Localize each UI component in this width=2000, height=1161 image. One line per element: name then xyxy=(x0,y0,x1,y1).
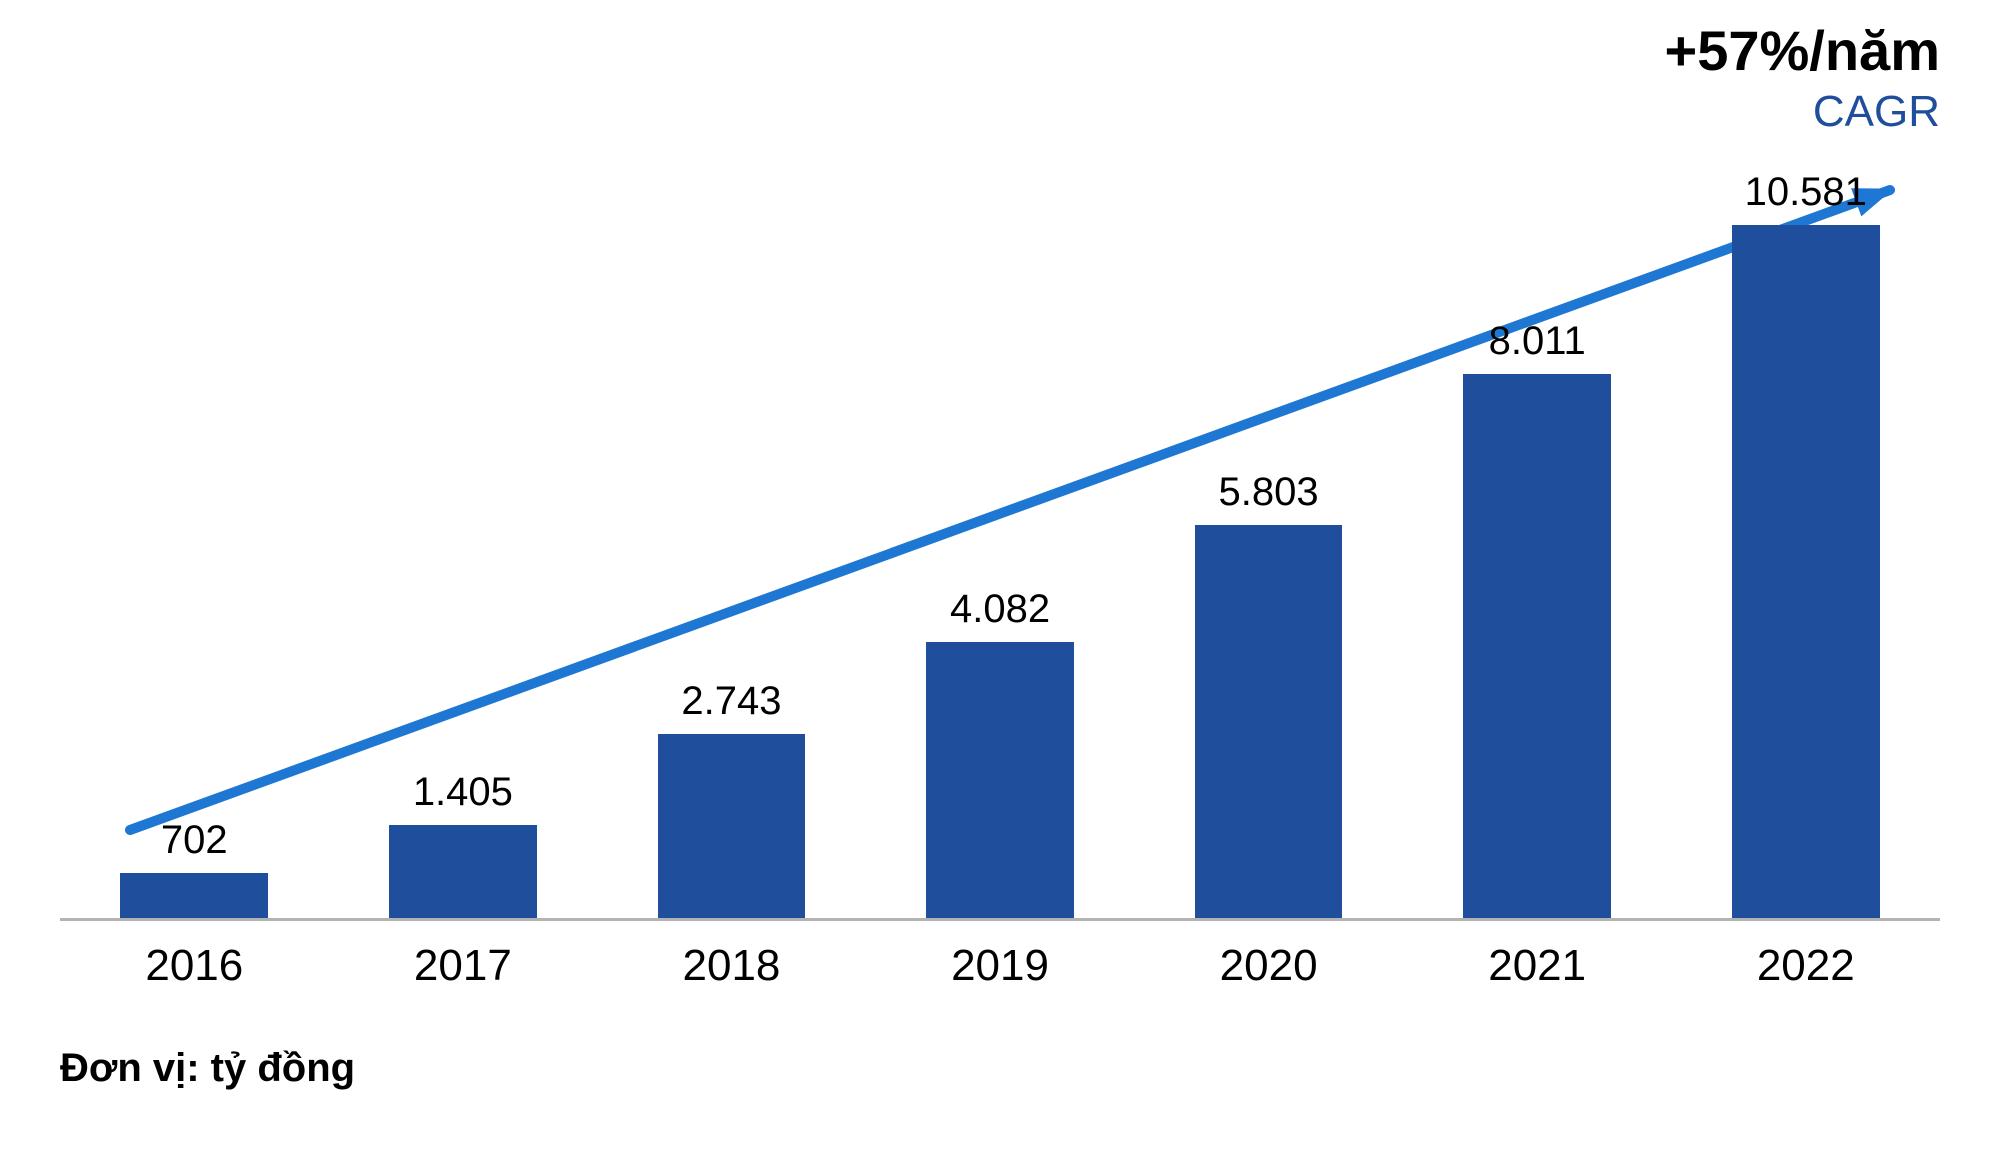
bar-value-label: 8.011 xyxy=(1489,319,1586,364)
bar xyxy=(1732,225,1880,921)
growth-headline: +57%/năm xyxy=(1665,20,1941,82)
bar-value-label: 4.082 xyxy=(950,587,1050,632)
x-axis-labels: 2016201720182019202020212022 xyxy=(60,941,1940,991)
bar-slot: 2.743 xyxy=(597,170,866,921)
growth-annotation: +57%/năm CAGR xyxy=(1665,20,1941,136)
unit-note: Đơn vị: tỷ đồng xyxy=(60,1046,355,1091)
bar xyxy=(1463,374,1611,921)
bar-slot: 10.581 xyxy=(1671,170,1940,921)
bar-slot: 702 xyxy=(60,170,329,921)
bar-slot: 8.011 xyxy=(1403,170,1672,921)
x-axis-label: 2017 xyxy=(329,941,598,991)
bars-group: 702 1.405 2.743 4.082 5.803 8.011 10.581 xyxy=(60,170,1940,921)
plot-area: 702 1.405 2.743 4.082 5.803 8.011 10.581 xyxy=(60,170,1940,921)
bar-slot: 5.803 xyxy=(1134,170,1403,921)
bar xyxy=(926,642,1074,921)
x-axis-label: 2016 xyxy=(60,941,329,991)
x-axis-baseline xyxy=(60,918,1940,921)
bar-value-label: 10.581 xyxy=(1745,170,1867,215)
bar-chart-container: +57%/năm CAGR 702 1.405 2.743 4.082 5.803 8.0… xyxy=(0,0,2000,1161)
x-axis-label: 2021 xyxy=(1403,941,1672,991)
bar xyxy=(658,734,806,921)
x-axis-label: 2018 xyxy=(597,941,866,991)
x-axis-label: 2019 xyxy=(866,941,1135,991)
bar-value-label: 1.405 xyxy=(413,770,513,815)
bar-value-label: 5.803 xyxy=(1219,470,1319,515)
x-axis-label: 2020 xyxy=(1134,941,1403,991)
bar-value-label: 2.743 xyxy=(681,679,781,724)
x-axis-label: 2022 xyxy=(1671,941,1940,991)
growth-subline: CAGR xyxy=(1665,88,1941,136)
bar xyxy=(120,873,268,921)
bar-value-label: 702 xyxy=(161,818,228,863)
bar-slot: 1.405 xyxy=(329,170,598,921)
bar xyxy=(389,825,537,921)
bar xyxy=(1195,525,1343,921)
bar-slot: 4.082 xyxy=(866,170,1135,921)
